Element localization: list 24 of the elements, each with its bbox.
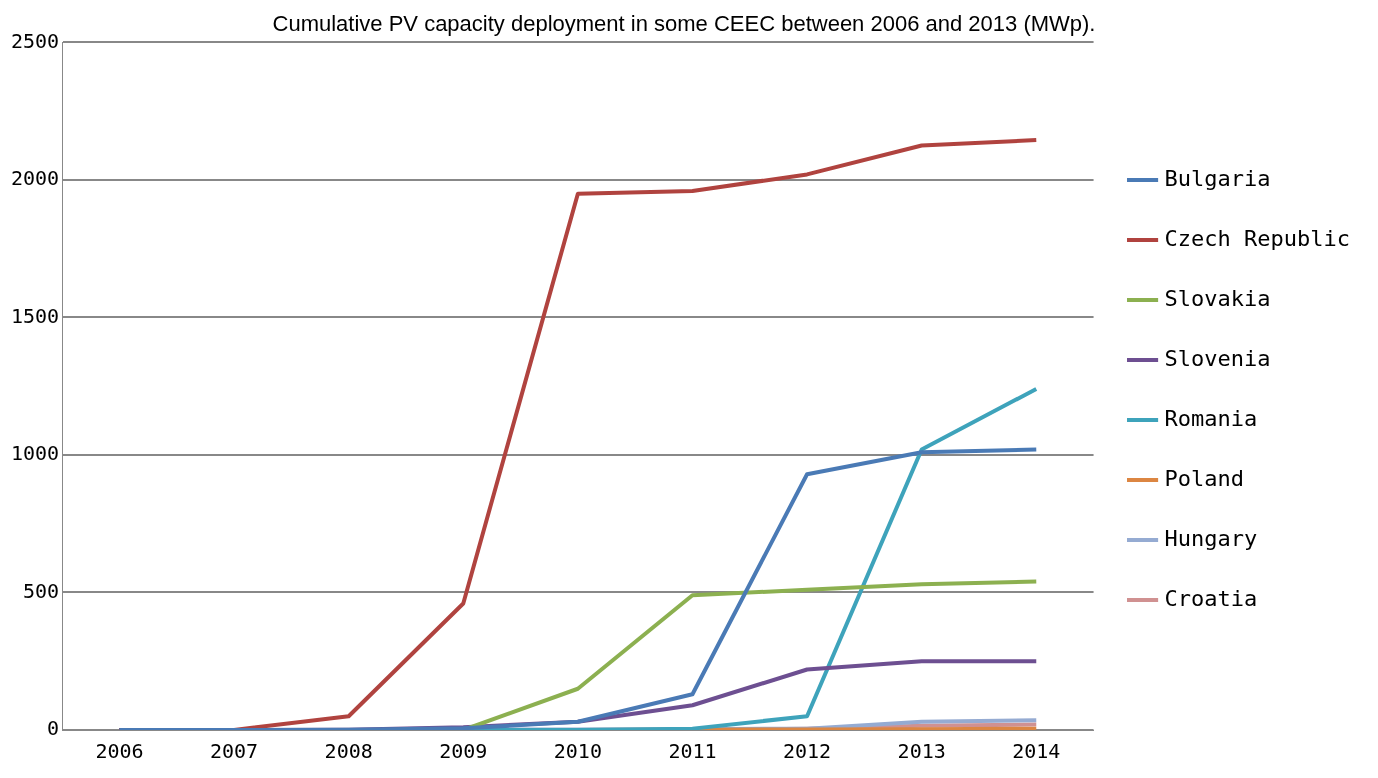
x-tick-label: 2009 <box>439 739 488 764</box>
legend-label: Hungary <box>1164 525 1258 551</box>
y-tick-label: 0 <box>47 716 60 741</box>
x-tick-label: 2007 <box>209 739 259 764</box>
legend-label: Poland <box>1164 465 1245 491</box>
y-tick-label: 1500 <box>10 303 60 328</box>
y-tick-label: 2000 <box>10 166 60 191</box>
y-tick-label: 1000 <box>10 441 60 466</box>
x-tick-label: 2014 <box>1012 739 1061 764</box>
legend-label: Croatia <box>1164 585 1258 611</box>
legend-label: Slovenia <box>1164 345 1271 371</box>
x-tick-label: 2008 <box>324 739 373 764</box>
legend-label: Bulgaria <box>1164 165 1271 191</box>
chart-title: Cumulative PV capacity deployment in some CEEC between 2006 and 2013 (MWp). <box>272 11 1096 37</box>
legend-label: Slovakia <box>1164 285 1271 311</box>
y-tick-label: 2500 <box>10 28 60 53</box>
x-tick-label: 2011 <box>668 739 717 764</box>
y-tick-label: 500 <box>23 578 60 603</box>
x-tick-label: 2012 <box>782 739 832 764</box>
legend-label: Czech Republic <box>1164 225 1351 251</box>
x-tick-label: 2006 <box>95 739 144 764</box>
legend-label: Romania <box>1164 405 1258 431</box>
x-tick-label: 2010 <box>553 739 602 764</box>
x-tick-label: 2013 <box>897 739 946 764</box>
